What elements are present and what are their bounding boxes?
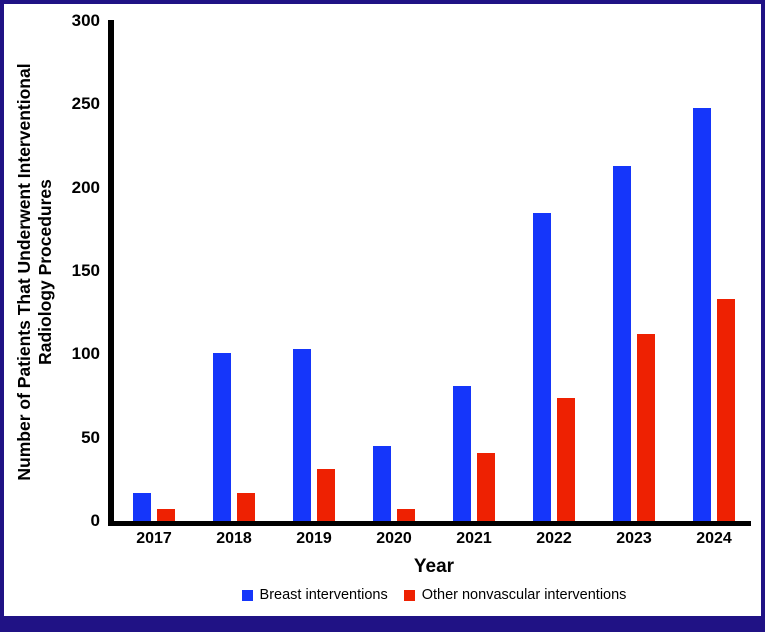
x-tick-label-2018: 2018 bbox=[216, 530, 252, 547]
x-axis-title: Year bbox=[413, 556, 455, 577]
legend-item-1: Other nonvascular interventions bbox=[403, 587, 627, 603]
x-tick-label-2020: 2020 bbox=[376, 530, 412, 547]
x-tick-label-2021: 2021 bbox=[456, 530, 492, 547]
y-tick-label: 300 bbox=[71, 11, 100, 30]
x-tick-label-2024: 2024 bbox=[696, 530, 732, 547]
x-axis-spine bbox=[108, 521, 751, 526]
y-tick-label: 50 bbox=[81, 427, 100, 447]
legend-swatch-icon bbox=[403, 589, 415, 601]
x-tick-label-2019: 2019 bbox=[296, 530, 332, 547]
y-tick-label: 250 bbox=[71, 94, 100, 114]
y-tick-label: 0 bbox=[90, 511, 100, 530]
legend-item-0: Breast interventions bbox=[241, 587, 388, 603]
bar-2022-series-1 bbox=[557, 398, 575, 521]
bar-2018-series-0 bbox=[213, 353, 231, 521]
legend-label: Breast interventions bbox=[259, 587, 388, 603]
bar-2017-series-0 bbox=[133, 493, 151, 521]
bar-2022-series-0 bbox=[533, 213, 551, 521]
bar-2024-series-0 bbox=[693, 108, 711, 521]
legend: Breast interventions Other nonvascular in… bbox=[114, 587, 754, 603]
legend-swatch-icon bbox=[241, 589, 253, 601]
bar-2021-series-0 bbox=[453, 386, 471, 521]
bar-2017-series-1 bbox=[157, 509, 175, 521]
x-tick-label-2022: 2022 bbox=[536, 530, 572, 547]
x-tick-label-2023: 2023 bbox=[616, 530, 652, 547]
legend-label: Other nonvascular interventions bbox=[421, 587, 627, 603]
bar-2023-series-1 bbox=[637, 334, 655, 521]
y-tick-label: 150 bbox=[71, 261, 100, 280]
x-tick-label-2017: 2017 bbox=[136, 530, 172, 547]
bar-2021-series-1 bbox=[477, 453, 495, 521]
bar-2018-series-1 bbox=[237, 493, 255, 521]
bar-2019-series-0 bbox=[293, 349, 311, 521]
y-tick-label: 100 bbox=[71, 344, 100, 364]
bar-2020-series-1 bbox=[397, 509, 415, 521]
bar-2024-series-1 bbox=[717, 299, 735, 521]
bar-2019-series-1 bbox=[317, 469, 335, 521]
y-tick-label: 200 bbox=[71, 177, 100, 197]
y-axis-spine bbox=[108, 20, 114, 526]
bar-2023-series-0 bbox=[613, 166, 631, 521]
bar-2020-series-0 bbox=[373, 446, 391, 521]
bottom-border-strip bbox=[4, 616, 761, 628]
